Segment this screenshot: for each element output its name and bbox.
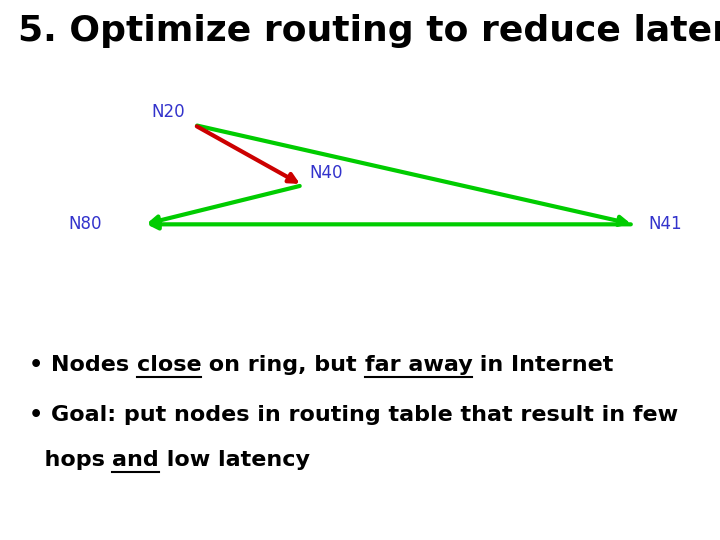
Text: low latency: low latency bbox=[159, 450, 310, 470]
Text: N20: N20 bbox=[151, 104, 185, 122]
Text: • Goal: put nodes in routing table that result in few: • Goal: put nodes in routing table that … bbox=[29, 405, 678, 425]
Text: hops: hops bbox=[29, 450, 112, 470]
Text: 5. Optimize routing to reduce latency: 5. Optimize routing to reduce latency bbox=[18, 14, 720, 48]
Text: N41: N41 bbox=[648, 215, 682, 233]
Text: on ring, but: on ring, but bbox=[202, 355, 364, 375]
Text: in Internet: in Internet bbox=[472, 355, 613, 375]
Text: far away: far away bbox=[364, 355, 472, 375]
Text: N80: N80 bbox=[68, 215, 102, 233]
Text: and: and bbox=[112, 450, 159, 470]
Text: close: close bbox=[137, 355, 202, 375]
Text: N40: N40 bbox=[310, 164, 343, 182]
Text: • Nodes: • Nodes bbox=[29, 355, 137, 375]
